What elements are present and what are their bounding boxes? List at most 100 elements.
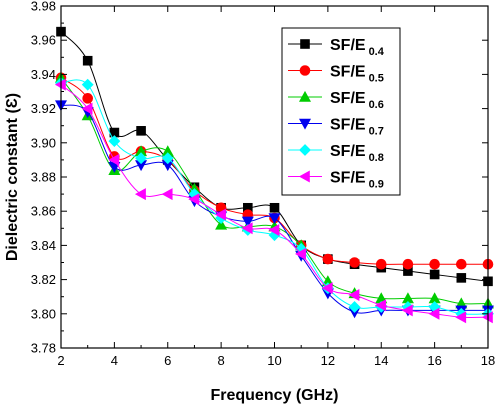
legend-label-name: SF/E: [330, 170, 366, 187]
data-point: [348, 301, 361, 313]
x-axis-title: Frequency (GHz): [210, 387, 338, 404]
legend-entry: SF/E 0.5: [288, 64, 384, 85]
axes-layer: 2 4 6 8 10 12 14 16 18 3.78 3.80 3.82 3.84 3.86 3.88 3.…: [31, 0, 496, 368]
series-0.8: [55, 77, 494, 320]
y-tick-label: 3.80: [31, 306, 56, 321]
data-point: [241, 216, 254, 228]
x-tick-label: 18: [481, 353, 495, 368]
data-point: [269, 202, 280, 213]
data-point: [428, 307, 440, 320]
legend-label-subscript: 0.6: [369, 99, 384, 111]
series-layer: [54, 26, 495, 324]
legend-label-subscript: 0.4: [369, 46, 385, 58]
legend-label: SF/E 0.8: [330, 143, 384, 164]
series-line: [60, 84, 489, 318]
data-point: [108, 135, 121, 148]
data-point: [161, 188, 173, 201]
data-point: [375, 258, 387, 270]
legend-entry: SF/E 0.4: [288, 37, 385, 58]
series-0.9: [54, 78, 493, 324]
series-line: [60, 31, 489, 282]
data-point: [375, 299, 387, 312]
y-tick-label: 3.86: [31, 204, 56, 219]
y-tick-label: 3.96: [31, 33, 56, 48]
y-tick-label: 3.84: [31, 238, 56, 253]
y-tick-label: 3.82: [31, 272, 56, 287]
legend-label-subscript: 0.7: [369, 126, 384, 138]
series-line: [60, 77, 489, 305]
legend-marker: [300, 39, 310, 49]
data-point: [215, 218, 228, 230]
legend-label: SF/E 0.6: [330, 90, 384, 111]
x-tick-label: 10: [267, 353, 281, 368]
data-point: [321, 282, 333, 295]
x-tick-label: 6: [164, 353, 171, 368]
y-tick-label: 3.90: [31, 135, 56, 150]
y-tick-label: 3.92: [31, 101, 56, 116]
x-tick-label: 4: [111, 353, 118, 368]
data-point: [81, 78, 94, 91]
data-point: [82, 93, 93, 104]
data-point: [136, 126, 146, 136]
legend-label-subscript: 0.9: [369, 179, 384, 191]
legend-entry: SF/E 0.9: [288, 170, 384, 191]
legend-entry: SF/E 0.7: [288, 117, 384, 138]
y-tick-label: 3.98: [31, 0, 56, 14]
legend-entry: SF/E 0.8: [288, 143, 384, 164]
data-point: [429, 258, 440, 270]
x-tick-label: 16: [427, 353, 441, 368]
data-point: [455, 311, 467, 324]
data-point: [456, 273, 467, 283]
legend-marker: [298, 170, 310, 183]
legend-label-subscript: 0.8: [369, 152, 384, 164]
data-point: [349, 257, 360, 268]
legend-label-name: SF/E: [330, 117, 366, 134]
legend-label-name: SF/E: [330, 37, 366, 54]
data-point: [322, 253, 334, 265]
data-point: [108, 153, 120, 166]
data-point: [241, 222, 253, 235]
x-tick-label: 8: [218, 353, 225, 368]
data-point: [81, 102, 93, 115]
y-tick-label: 3.78: [31, 341, 56, 356]
legend-marker: [298, 118, 312, 130]
x-tick-label: 2: [57, 353, 64, 368]
y-tick-label: 3.88: [31, 170, 56, 185]
legend-label: SF/E 0.5: [330, 64, 384, 85]
legend-marker: [299, 65, 311, 76]
y-tick-label: 3.94: [31, 67, 56, 82]
legend-label-name: SF/E: [330, 90, 366, 107]
data-point: [268, 224, 280, 237]
data-point: [134, 188, 146, 201]
data-point: [456, 258, 467, 270]
data-point: [82, 55, 93, 66]
legend-marker: [298, 90, 312, 102]
data-point: [295, 247, 306, 260]
legend-label-name: SF/E: [330, 64, 366, 81]
data-point: [429, 269, 440, 280]
series-0.6: [54, 71, 495, 309]
legend-entry: SF/E 0.6: [288, 90, 384, 111]
legend-label-subscript: 0.5: [369, 73, 384, 85]
y-axis-title: Dielectric constant (Ɛ): [4, 93, 21, 261]
data-point: [161, 152, 174, 165]
data-point: [135, 152, 147, 165]
data-point: [188, 193, 200, 206]
data-point: [268, 213, 281, 225]
data-point: [215, 208, 226, 221]
data-point: [348, 288, 360, 301]
legend: SF/E 0.4SF/E 0.5SF/E 0.6SF/E 0.7SF/E 0.8SF/E 0…: [281, 27, 401, 196]
legend-marker: [299, 144, 311, 156]
legend-label: SF/E 0.9: [330, 170, 384, 191]
legend-label: SF/E 0.4: [330, 37, 385, 58]
x-tick-label: 14: [374, 353, 388, 368]
legend-box: [281, 27, 401, 196]
legend-label-name: SF/E: [330, 143, 366, 160]
series-0.4: [56, 26, 493, 287]
legend-label: SF/E 0.7: [330, 117, 384, 138]
series-line: [60, 79, 489, 315]
data-point: [402, 258, 414, 270]
x-tick-label: 12: [321, 353, 335, 368]
data-point: [401, 304, 413, 317]
